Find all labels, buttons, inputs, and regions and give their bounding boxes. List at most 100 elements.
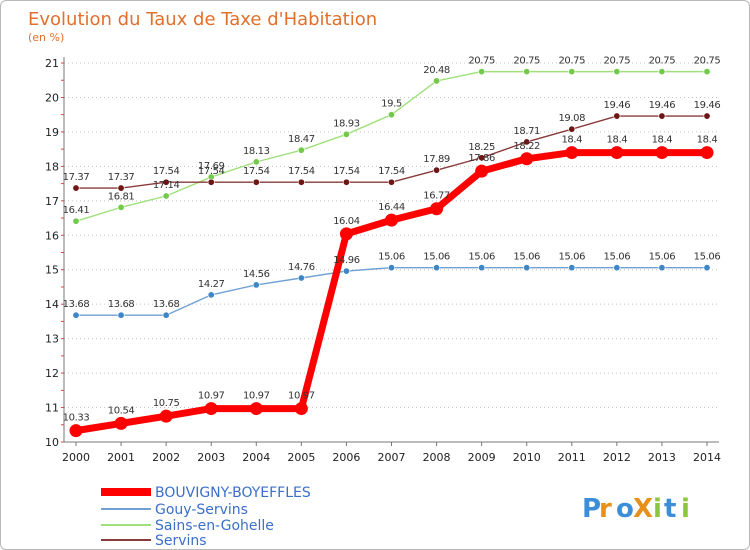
y-axis-ticks: 10 11 12 13 14 15 16 17 18 19 20 21 [45,57,59,449]
data-point-servins [72,184,80,192]
data-label-servins: 19.46 [649,100,676,111]
data-point-bouvigny-boyeffles [114,416,128,430]
data-label-sains-en-gohelle: 20.75 [558,56,585,67]
y-tick-label: 18 [45,160,59,173]
logo-letter: X [633,494,653,524]
data-label-sains-en-gohelle: 19.5 [381,99,402,110]
data-point-bouvigny-boyeffles [204,402,218,416]
data-label-bouvigny-boyeffles: 18.22 [513,141,540,152]
data-point-servins [387,178,395,186]
x-tick-label: 2009 [468,451,496,464]
data-label-servins: 18.25 [468,142,495,153]
data-label-gouy-servins: 14.27 [198,279,225,290]
data-label-sains-en-gohelle: 18.47 [288,134,315,145]
data-label-gouy-servins: 15.06 [604,252,631,263]
data-point-bouvigny-boyeffles [294,402,308,416]
legend-label-servins: Servins [155,533,207,549]
series-bouvigny-boyeffles [69,146,714,438]
data-label-sains-en-gohelle: 18.93 [333,118,360,129]
x-tick-label: 2007 [378,451,406,464]
series-layer [69,68,714,438]
data-point-gouy-servins [703,264,711,272]
data-point-sains-en-gohelle [387,111,395,119]
data-point-bouvigny-boyeffles [520,152,534,166]
data-point-bouvigny-boyeffles [565,146,579,160]
data-label-gouy-servins: 15.06 [513,252,540,263]
y-tick-label: 20 [45,91,59,104]
data-point-gouy-servins [568,264,576,272]
chart-subtitle: (en %) [28,31,64,44]
data-point-servins [478,154,486,162]
data-point-gouy-servins [207,291,215,299]
data-label-gouy-servins: 15.06 [694,252,721,263]
logo-letter: r [599,494,612,524]
data-label-sains-en-gohelle: 20.75 [694,56,721,67]
legend-label-bouvigny-boyeffles: BOUVIGNY-BOYEFFLES [155,485,311,501]
series-line-sains-en-gohelle [75,70,707,222]
data-point-gouy-servins [433,264,441,272]
data-label-servins: 17.89 [423,154,450,165]
data-label-servins: 17.54 [288,166,315,177]
data-point-servins [297,178,305,186]
data-label-bouvigny-boyeffles: 10.33 [63,413,90,424]
data-labels: 13.68 13.68 13.68 14.27 14.56 14.76 14.96 15.06… [63,56,721,424]
data-point-servins [523,138,531,146]
data-point-gouy-servins [342,267,350,275]
data-label-gouy-servins: 13.68 [108,299,135,310]
data-label-servins: 17.54 [243,166,270,177]
data-point-servins [433,166,441,174]
y-tick-label: 11 [45,402,59,415]
data-label-gouy-servins: 14.56 [243,269,270,280]
data-label-bouvigny-boyeffles: 18.4 [561,135,582,146]
data-label-sains-en-gohelle: 16.41 [63,205,90,216]
y-tick-label: 19 [45,126,59,139]
series-sains-en-gohelle [72,68,711,225]
data-label-servins: 19.46 [694,100,721,111]
data-label-gouy-servins: 15.06 [558,252,585,263]
logo-letter: P [582,494,601,524]
data-label-gouy-servins: 14.96 [333,255,360,266]
data-label-sains-en-gohelle: 18.13 [243,146,270,157]
x-tick-label: 2001 [107,451,135,464]
y-tick-label: 10 [45,436,59,449]
x-tick-label: 2010 [513,451,541,464]
data-label-bouvigny-boyeffles: 17.86 [468,153,495,164]
data-point-sains-en-gohelle [523,68,531,76]
data-label-sains-en-gohelle: 17.69 [198,161,225,172]
y-tick-label: 13 [45,333,59,346]
x-tick-label: 2006 [332,451,360,464]
legend-label-gouy-servins: Gouy-Servins [155,502,248,518]
data-label-servins: 17.54 [153,166,180,177]
data-point-sains-en-gohelle [162,192,170,200]
data-point-gouy-servins [297,274,305,282]
data-point-servins [162,178,170,186]
data-label-servins: 19.08 [558,113,585,124]
x-tick-label: 2004 [242,451,270,464]
data-point-sains-en-gohelle [703,68,711,76]
data-label-bouvigny-boyeffles: 10.97 [243,391,270,402]
data-label-bouvigny-boyeffles: 18.4 [607,135,628,146]
logo-letter: t [664,494,676,524]
x-tick-label: 2002 [152,451,180,464]
data-label-gouy-servins: 13.68 [63,299,90,310]
x-tick-label: 2013 [648,451,676,464]
data-point-sains-en-gohelle [117,203,125,211]
x-tick-label: 2008 [423,451,451,464]
data-label-bouvigny-boyeffles: 10.97 [288,391,315,402]
data-label-bouvigny-boyeffles: 18.4 [697,135,718,146]
data-label-servins: 19.46 [604,100,631,111]
y-tick-label: 15 [45,264,59,277]
data-point-servins [342,178,350,186]
data-point-bouvigny-boyeffles [249,402,263,416]
data-point-gouy-servins [162,311,170,319]
data-label-gouy-servins: 15.06 [649,252,676,263]
x-tick-label: 2005 [287,451,315,464]
data-label-bouvigny-boyeffles: 10.75 [153,398,180,409]
y-tick-label: 12 [45,367,59,380]
data-label-gouy-servins: 13.68 [153,299,180,310]
x-axis-ticks: 2000 2001 2002 2003 2004 2005 2006 2007 2008 2009… [62,442,721,464]
series-gouy-servins [72,264,711,319]
data-label-gouy-servins: 14.76 [288,262,315,273]
data-point-gouy-servins [658,264,666,272]
